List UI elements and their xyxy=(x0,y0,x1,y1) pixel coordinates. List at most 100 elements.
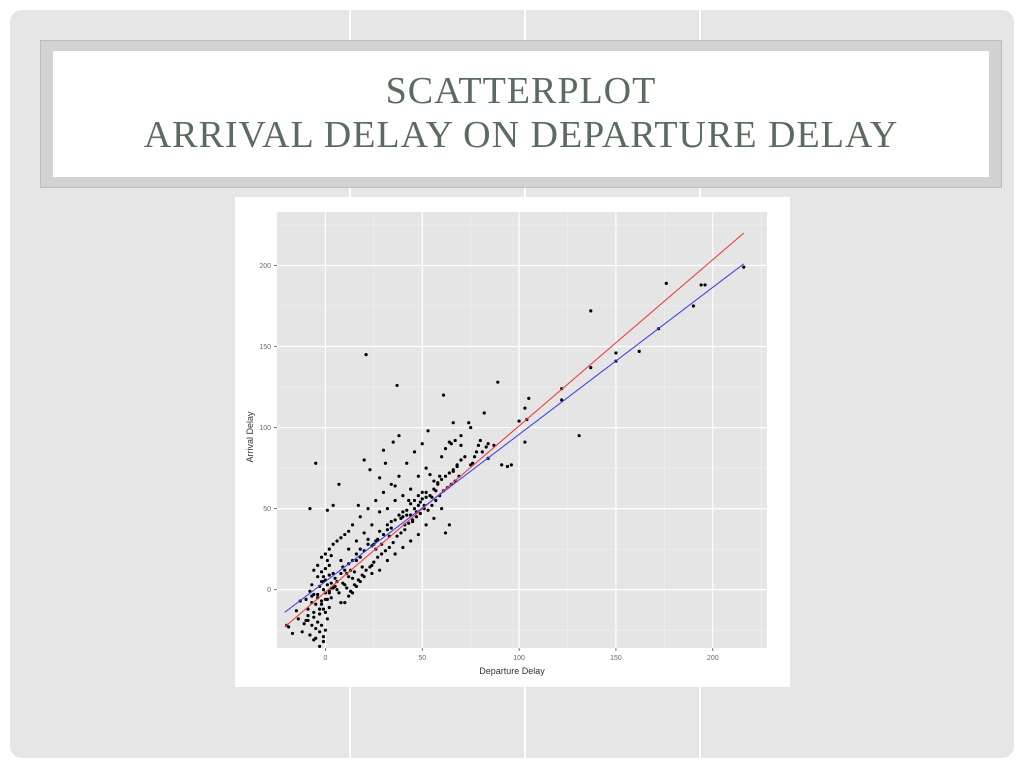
data-point xyxy=(290,631,295,636)
data-point xyxy=(321,575,326,579)
fit-line-2 xyxy=(284,263,745,613)
data-point xyxy=(383,549,388,553)
scatter-chart: 0 50 100 150 200 0 50 100 150 200 Departure Dela… xyxy=(245,212,767,676)
data-point xyxy=(432,516,436,520)
data-point xyxy=(440,507,444,511)
minor-gridlines xyxy=(276,212,767,648)
data-point xyxy=(472,455,477,459)
data-point xyxy=(426,508,430,512)
data-point xyxy=(691,304,696,308)
data-point xyxy=(312,568,316,572)
y-tick-label: 200 xyxy=(259,263,271,270)
data-point xyxy=(393,484,397,488)
data-point xyxy=(335,588,339,592)
data-point xyxy=(397,513,401,517)
chart-card: 0 50 100 150 200 0 50 100 150 200 Departure Dela… xyxy=(235,197,790,687)
data-point xyxy=(393,518,397,522)
data-point xyxy=(331,571,335,576)
data-point xyxy=(323,610,328,614)
major-gridlines xyxy=(277,212,767,648)
data-point xyxy=(366,507,370,511)
data-point xyxy=(325,617,329,621)
data-point xyxy=(447,471,451,475)
slide-title-line-2: ARRIVAL DELAY ON DEPARTURE DELAY xyxy=(143,114,899,156)
fit-line-1 xyxy=(284,232,745,628)
data-point xyxy=(385,558,389,563)
data-point xyxy=(385,528,389,532)
data-point xyxy=(399,516,403,520)
data-point xyxy=(385,523,389,527)
data-point xyxy=(664,281,668,285)
data-point xyxy=(378,529,382,533)
data-point xyxy=(329,596,333,600)
data-point xyxy=(314,636,318,640)
data-point xyxy=(378,568,382,572)
data-point xyxy=(451,469,455,473)
data-point xyxy=(331,542,335,546)
data-point xyxy=(316,592,320,597)
data-point xyxy=(343,532,347,537)
data-point xyxy=(358,555,362,559)
data-point xyxy=(432,487,436,491)
data-point xyxy=(496,380,500,384)
data-point xyxy=(308,633,312,637)
y-tick-label: 50 xyxy=(263,506,271,513)
data-point xyxy=(385,507,389,511)
data-point xyxy=(438,474,442,478)
data-point xyxy=(341,581,345,585)
data-point xyxy=(459,443,463,447)
data-point xyxy=(296,617,300,621)
data-point xyxy=(527,396,531,400)
data-point xyxy=(318,607,322,611)
data-point xyxy=(424,466,428,470)
data-point xyxy=(319,623,324,627)
data-point xyxy=(416,532,420,537)
x-tick-label: 50 xyxy=(418,655,426,662)
data-point xyxy=(484,445,488,449)
data-point xyxy=(405,461,409,465)
y-tick-label: 150 xyxy=(259,344,271,351)
data-point xyxy=(314,461,318,465)
data-point xyxy=(449,442,453,446)
data-point xyxy=(416,494,420,498)
data-point xyxy=(312,610,316,614)
data-point xyxy=(343,568,347,572)
data-point xyxy=(350,523,355,527)
data-point xyxy=(327,605,331,610)
data-point xyxy=(366,537,370,542)
data-point xyxy=(424,523,428,527)
data-point xyxy=(347,575,351,579)
data-point xyxy=(358,547,362,551)
data-point xyxy=(383,461,388,465)
data-point xyxy=(486,442,490,446)
data-point xyxy=(395,383,399,388)
y-tick-label: 0 xyxy=(267,587,271,594)
data-point xyxy=(505,464,510,469)
data-point xyxy=(319,579,324,584)
data-point xyxy=(319,570,324,574)
data-point xyxy=(434,498,438,503)
data-point xyxy=(455,464,459,469)
data-point xyxy=(414,515,419,519)
title-box: SCATTERPLOT ARRIVAL DELAY ON DEPARTURE D… xyxy=(53,51,989,177)
data-point xyxy=(343,601,347,605)
data-point xyxy=(329,581,333,585)
data-point xyxy=(440,455,444,459)
data-point xyxy=(389,482,393,486)
data-point xyxy=(453,438,457,443)
data-point xyxy=(368,468,372,472)
data-point xyxy=(459,434,463,438)
data-point xyxy=(407,498,411,503)
slide-title-line-1: SCATTERPLOT xyxy=(385,70,657,112)
data-point xyxy=(364,568,368,572)
plot-panel xyxy=(277,212,767,648)
data-point xyxy=(376,555,380,559)
data-point xyxy=(316,575,320,579)
data-point xyxy=(378,510,382,514)
data-point xyxy=(416,474,420,478)
data-point xyxy=(389,519,393,524)
data-point xyxy=(325,558,329,563)
data-point xyxy=(412,498,417,503)
data-point xyxy=(424,495,428,499)
data-point xyxy=(412,507,417,511)
